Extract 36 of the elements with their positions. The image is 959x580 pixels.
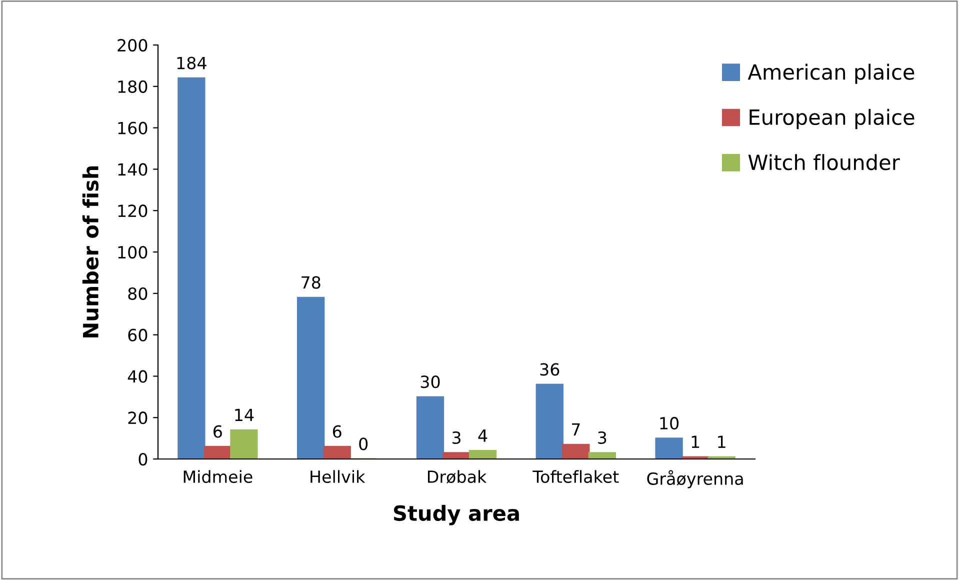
data-label: 1 — [692, 436, 700, 448]
legend-label: Witch flounder — [748, 154, 900, 170]
y-tick-label: 60 — [128, 328, 148, 342]
y-axis-title: Number of fish — [82, 166, 99, 338]
data-label: 4 — [478, 430, 488, 442]
y-tick-label: 100 — [118, 246, 148, 259]
data-label: 6 — [214, 425, 222, 438]
data-label: 10 — [660, 416, 679, 430]
data-label: 6 — [332, 425, 342, 438]
data-label: 14 — [235, 408, 254, 421]
data-label: 1 — [718, 436, 726, 448]
data-label: 3 — [452, 431, 460, 444]
y-tick-label: 80 — [128, 287, 148, 300]
y-tick-label: 140 — [118, 163, 148, 176]
x-tick-label: Gråøyrenna — [647, 470, 743, 488]
legend-label: European plaice — [750, 108, 914, 130]
x-tick-label: Midmeie — [184, 470, 252, 484]
y-tick-label: 0 — [138, 452, 148, 466]
y-tick-label: 160 — [118, 122, 148, 134]
x-tick-label: Drøbak — [428, 470, 487, 484]
data-label: 3 — [598, 431, 606, 444]
data-label: 36 — [540, 363, 560, 376]
data-label: 184 — [177, 56, 206, 70]
y-tick-label: 180 — [118, 80, 148, 93]
legend-label: American plaice — [748, 64, 914, 84]
data-label: 0 — [359, 438, 368, 450]
x-tick-label: Tofteflaket — [532, 470, 619, 484]
x-axis-title: Study area — [394, 504, 519, 526]
x-tick-label: Hellvik — [310, 470, 366, 484]
y-tick-label: 20 — [128, 412, 148, 424]
data-label: 7 — [572, 423, 580, 436]
y-tick-label: 40 — [128, 370, 148, 383]
data-label: 78 — [302, 276, 320, 289]
y-tick-label: 200 — [118, 38, 148, 52]
y-tick-label: 120 — [118, 204, 148, 218]
data-label: 30 — [420, 376, 440, 388]
